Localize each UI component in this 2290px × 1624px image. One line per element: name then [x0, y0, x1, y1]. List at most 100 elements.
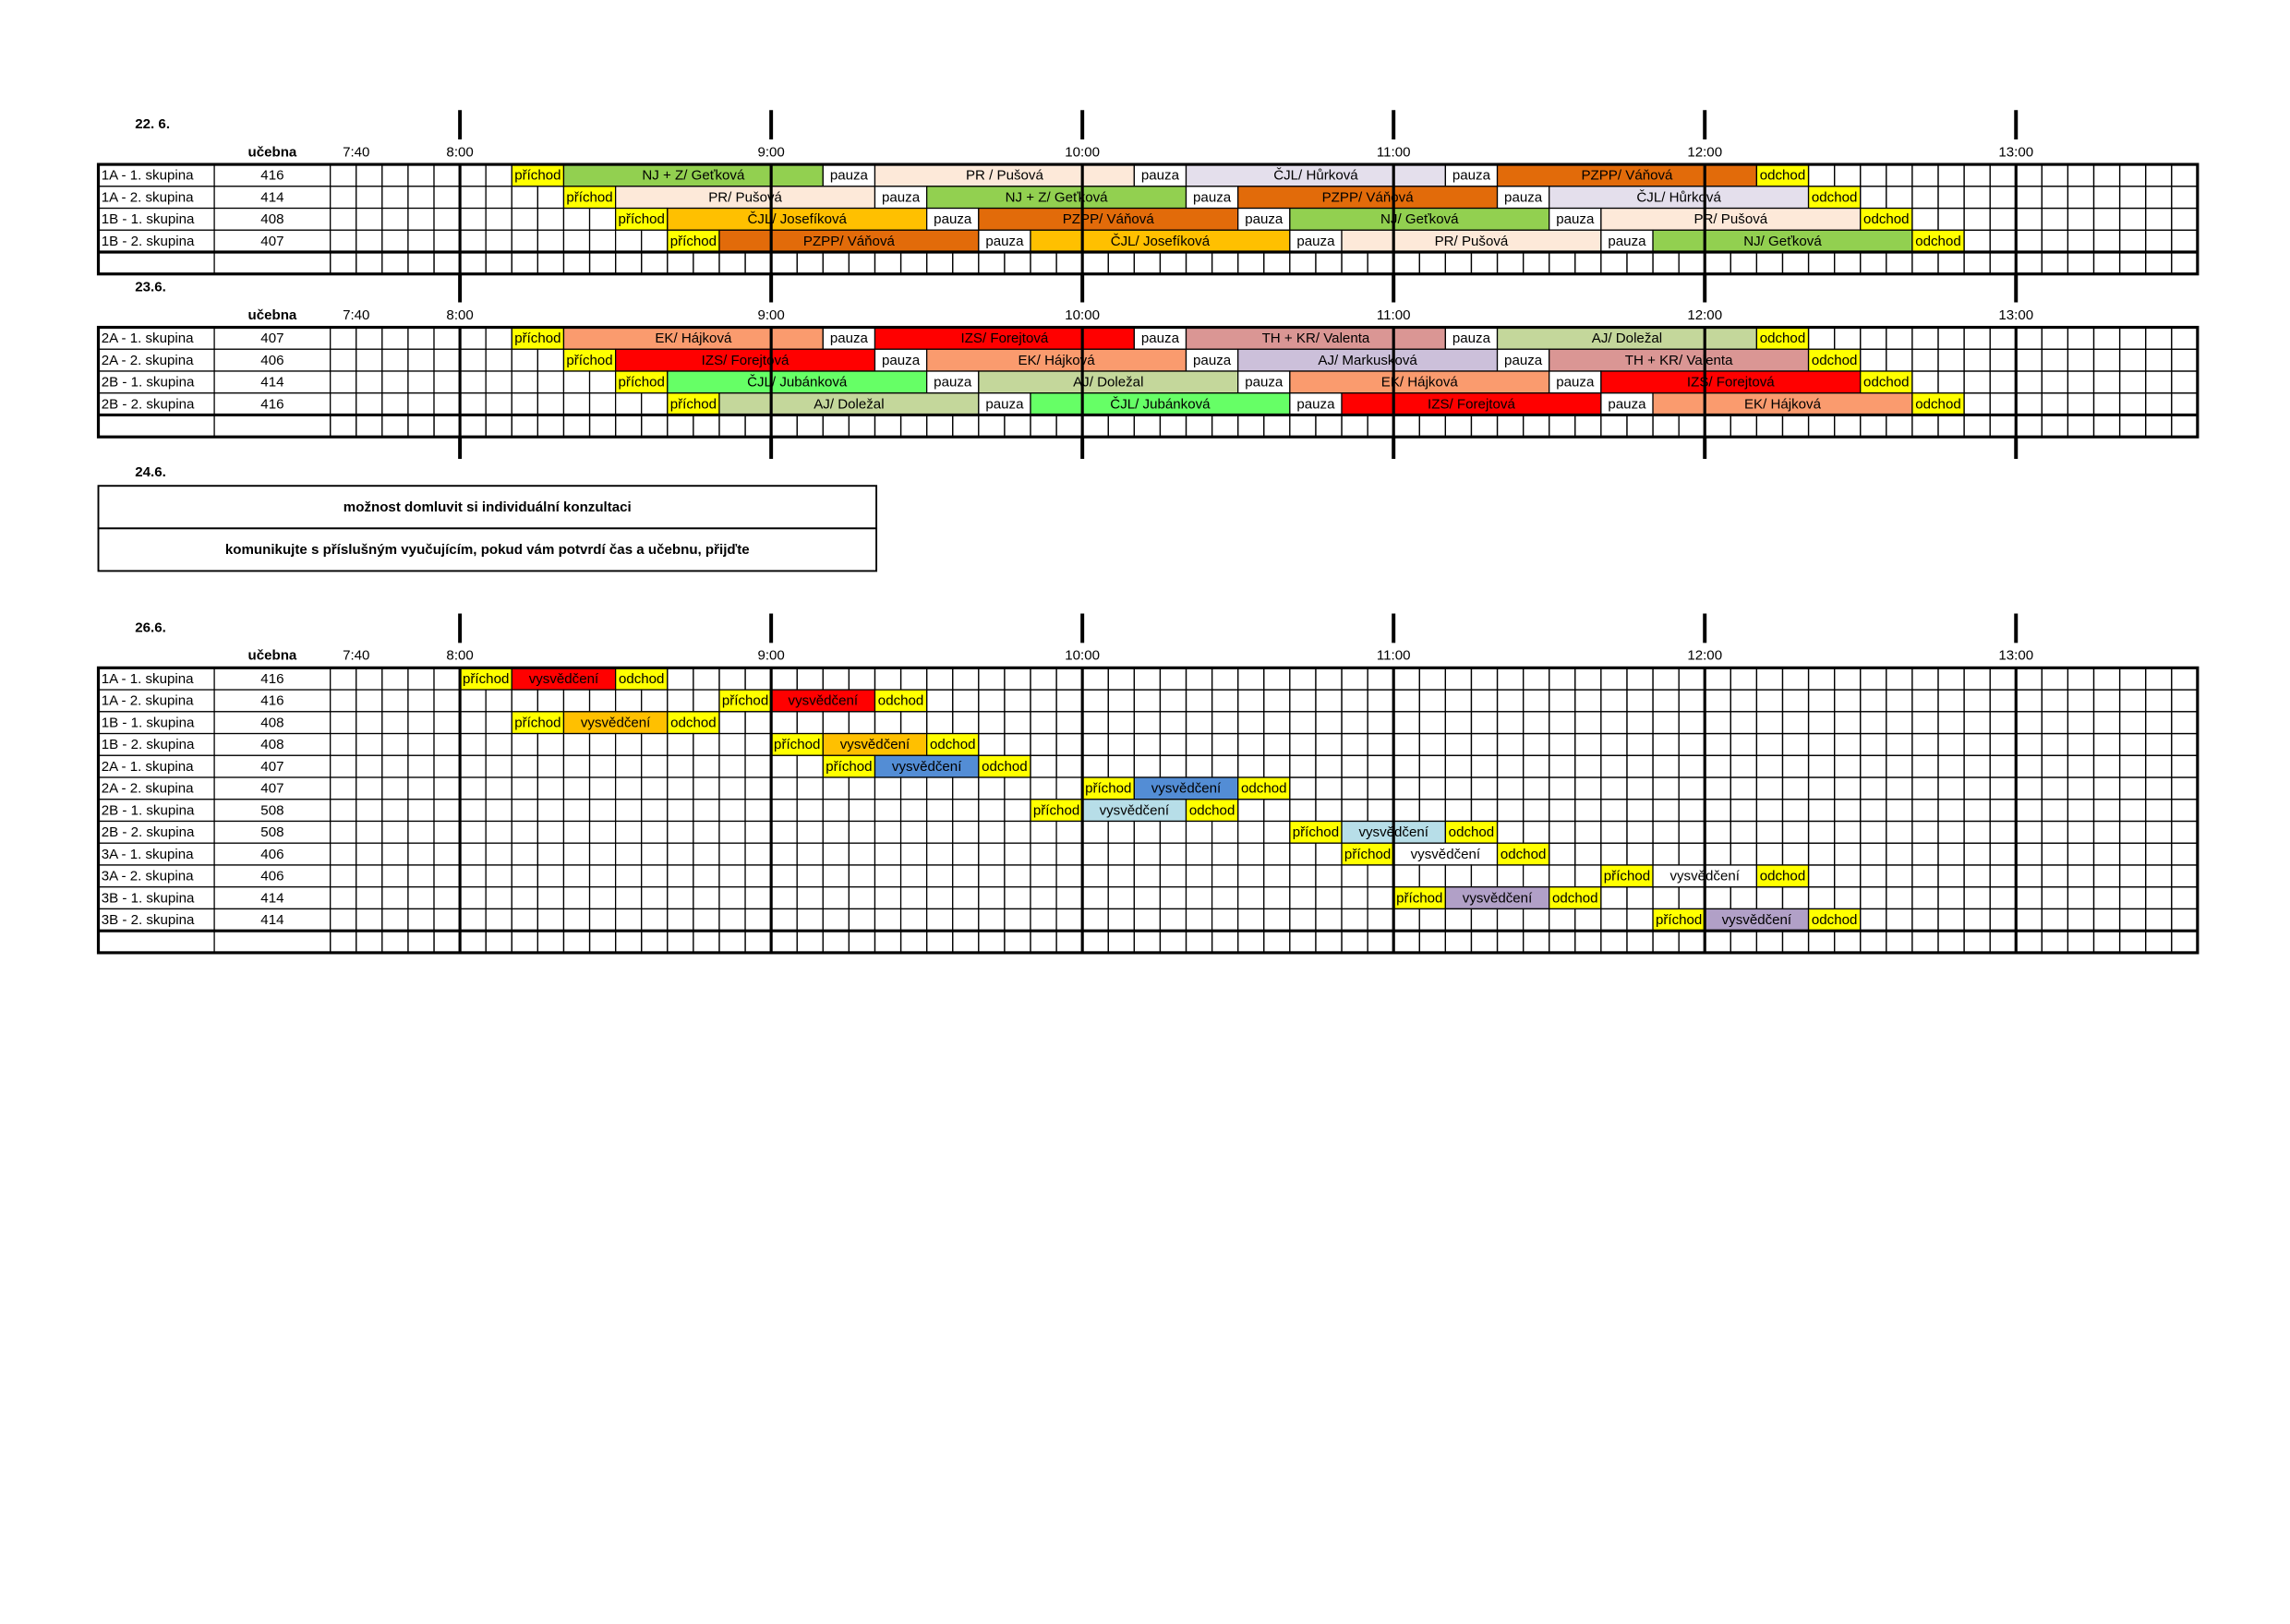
- cell: [407, 207, 435, 231]
- cell: [1237, 908, 1265, 932]
- cell: [693, 842, 720, 866]
- cell: [1860, 348, 1887, 372]
- cell: [641, 251, 669, 275]
- cell: [1470, 667, 1499, 691]
- cell: [562, 864, 591, 888]
- cell: [1755, 689, 1784, 713]
- cell: [1030, 754, 1057, 778]
- cell: [1237, 886, 1265, 910]
- cell: [2145, 930, 2173, 954]
- block-label: PR/ Pušová: [1693, 211, 1767, 227]
- cell: [407, 711, 435, 735]
- cell: [874, 414, 902, 438]
- cell: [1807, 251, 1836, 275]
- room: 416: [260, 396, 283, 412]
- cell: [1522, 754, 1550, 778]
- cell: [1704, 667, 1731, 691]
- cell: [1807, 820, 1836, 844]
- cell: [2171, 186, 2199, 210]
- block-label: PZPP/ Váňová: [1581, 168, 1673, 184]
- cell: [614, 886, 643, 910]
- cell: [952, 864, 980, 888]
- cell: [1289, 799, 1317, 823]
- cell: [1886, 414, 1913, 438]
- cell: [511, 186, 539, 210]
- cell: [2171, 207, 2199, 231]
- cell: [1549, 864, 1576, 888]
- room: 416: [260, 168, 283, 184]
- cell: [2092, 776, 2121, 800]
- cell: [796, 908, 824, 932]
- cell: [1522, 776, 1550, 800]
- block-label: pauza: [1556, 211, 1595, 227]
- cell: [1263, 414, 1291, 438]
- cell: [1030, 930, 1057, 954]
- cell: [1470, 711, 1499, 735]
- cell: [770, 864, 798, 888]
- cell: [1315, 689, 1343, 713]
- cell: [356, 163, 383, 187]
- cell: [485, 864, 512, 888]
- block-label: příchod: [670, 396, 717, 412]
- cell: [1263, 667, 1291, 691]
- cell: [1937, 348, 1965, 372]
- cell: [822, 711, 850, 735]
- cell: [1341, 776, 1368, 800]
- block-label: příchod: [722, 693, 768, 709]
- block-label: pauza: [830, 331, 869, 346]
- cell: [511, 689, 539, 713]
- cell: [2145, 754, 2173, 778]
- cell: [1263, 842, 1291, 866]
- cell: [2118, 776, 2147, 800]
- cell: [433, 754, 461, 778]
- cell: [1315, 864, 1343, 888]
- cell: [2171, 348, 2199, 372]
- cell: [1030, 689, 1057, 713]
- cell: [433, 251, 461, 275]
- cell: [2092, 732, 2121, 756]
- cell: [356, 207, 383, 231]
- cell: [1496, 908, 1525, 932]
- cell: [926, 799, 954, 823]
- cell: [1600, 908, 1628, 932]
- cell: [641, 414, 669, 438]
- cell: [1834, 820, 1862, 844]
- cell: [899, 886, 928, 910]
- cell: [693, 930, 720, 954]
- block-label: příchod: [619, 211, 665, 227]
- cell: [330, 667, 357, 691]
- cell: [1678, 732, 1705, 756]
- cell: [2015, 732, 2043, 756]
- time-label: 9:00: [757, 648, 784, 664]
- block-label: vysvědčení: [529, 671, 599, 687]
- cell: [667, 886, 694, 910]
- cell: [1989, 348, 2017, 372]
- cell: [1989, 392, 2017, 416]
- cell: [1911, 251, 1939, 275]
- group: 1A - 2. skupina: [102, 189, 194, 205]
- cell: [1652, 930, 1680, 954]
- room-header: učebna: [247, 144, 296, 160]
- time-label: 9:00: [757, 144, 784, 160]
- cell: [770, 930, 798, 954]
- cell: [459, 776, 487, 800]
- cell: [407, 348, 435, 372]
- cell: [1263, 864, 1291, 888]
- cell: [1470, 908, 1499, 932]
- cell: [1496, 711, 1525, 735]
- cell: [2041, 392, 2069, 416]
- cell: [641, 732, 669, 756]
- group: 3A - 2. skupina: [102, 869, 194, 884]
- cell: [1004, 842, 1031, 866]
- cell: [1860, 754, 1887, 778]
- cell: [667, 842, 694, 866]
- cell: [2118, 414, 2147, 438]
- cell: [433, 711, 461, 735]
- cell: [2118, 163, 2147, 187]
- cell: [1237, 711, 1265, 735]
- cell: [1341, 732, 1368, 756]
- cell: [822, 414, 850, 438]
- cell: [1367, 799, 1394, 823]
- cell: [1860, 711, 1887, 735]
- cell: [1626, 732, 1654, 756]
